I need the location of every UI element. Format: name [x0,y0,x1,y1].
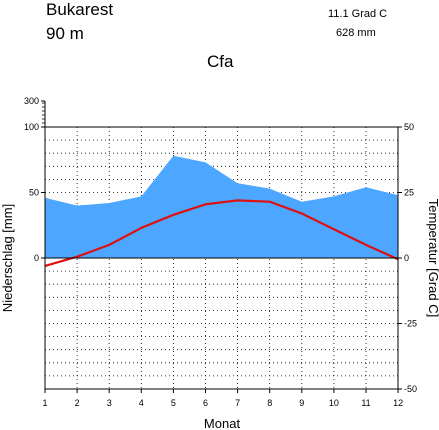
x-tick-label: 2 [75,398,80,408]
right-tick-label: 0 [404,253,409,263]
x-tick-label: 4 [139,398,144,408]
right-axis-ticks: 50 25 0 -25 -50 [398,122,417,394]
temperature-line [44,199,399,267]
x-tick-label: 6 [203,398,208,408]
station-name: Bukarest [46,0,113,19]
x-tick-label: 8 [267,398,272,408]
x-axis-ticks: 1 2 3 4 5 6 7 8 9 10 11 12 [42,389,403,408]
left-axis-ticks: 300 100 50 0 [24,96,45,263]
precipitation-layer [45,155,399,258]
right-tick-label: -25 [404,319,417,329]
x-axis-label: Monat [204,416,241,430]
x-tick-label: 9 [299,398,304,408]
left-axis-label: Niederschlag [mm] [0,204,15,312]
right-axis-label: Temperatur [Grad C] [426,199,439,318]
station-elevation: 90 m [46,24,84,43]
left-tick-label: 50 [29,188,39,198]
x-tick-label: 3 [107,398,112,408]
mean-temperature: 11.1 Grad C [328,8,387,20]
annual-precipitation: 628 mm [336,27,376,39]
temperature-layer [44,199,399,267]
x-tick-label: 5 [171,398,176,408]
left-tick-label: 0 [34,253,39,263]
x-tick-label: 11 [361,398,370,408]
x-tick-label: 12 [393,398,403,408]
x-tick-label: 10 [329,398,339,408]
precipitation-area [45,155,399,258]
left-tick-label: 300 [24,96,39,106]
right-tick-label: 50 [404,122,414,132]
climate-class: Cfa [207,52,234,71]
left-tick-label: 100 [24,122,39,132]
right-tick-label: 25 [404,188,414,198]
x-tick-label: 7 [235,398,240,408]
x-tick-label: 1 [42,398,47,408]
right-tick-label: -50 [404,384,417,394]
